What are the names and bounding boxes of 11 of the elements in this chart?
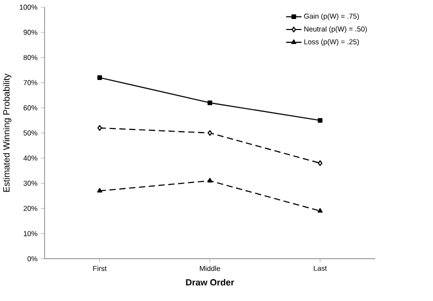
y-axis-title: Estimated Winning Probability — [2, 74, 12, 192]
point — [208, 130, 212, 136]
point — [97, 125, 102, 131]
point — [97, 188, 102, 193]
point — [207, 178, 212, 182]
point — [318, 118, 322, 123]
point — [318, 208, 323, 213]
point — [318, 160, 322, 166]
point — [208, 100, 212, 106]
x-axis-title: Draw Order — [186, 278, 234, 286]
point — [97, 75, 102, 80]
